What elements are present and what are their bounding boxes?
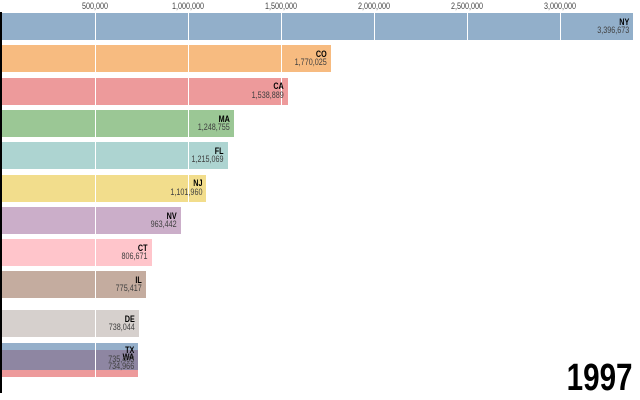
x-tick-1000000: 1,000,000 [171, 1, 204, 11]
year-label: 1997 [567, 357, 633, 399]
bar-ca [1, 77, 288, 105]
x-tick-2500000: 2,500,000 [450, 1, 483, 11]
gridline-2000000 [373, 13, 375, 377]
bar-de [1, 310, 139, 337]
x-tick-2000000: 2,000,000 [357, 1, 390, 11]
gridline-2500000 [466, 13, 468, 377]
gridline-1000000 [187, 13, 189, 377]
bar-ny [1, 13, 634, 40]
bar-nv [1, 207, 181, 234]
bar-co [1, 45, 331, 72]
bar-il [1, 271, 146, 298]
x-tick-3000000: 3,000,000 [543, 1, 576, 11]
y-axis-line [0, 12, 2, 393]
bar-fl [1, 142, 228, 169]
bar-ct [1, 239, 152, 266]
bar-tx [1, 343, 139, 370]
x-tick-500000: 500,000 [81, 1, 108, 11]
gridline-1500000 [280, 13, 282, 377]
x-tick-1500000: 1,500,000 [264, 1, 297, 11]
bar-ma [1, 110, 234, 137]
gridline-500000 [94, 13, 96, 377]
gridline-3000000 [559, 13, 561, 377]
bar-nj [1, 174, 207, 202]
